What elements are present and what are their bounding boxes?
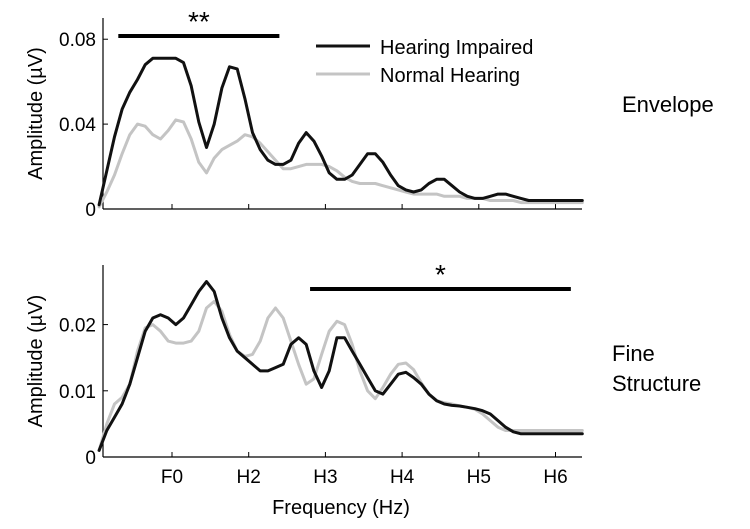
series-line-normal-hearing — [97, 299, 584, 452]
significance-label: ** — [188, 6, 210, 37]
y-axis-label: Amplitude (µV) — [25, 47, 47, 180]
x-tick-label: H6 — [543, 467, 567, 488]
panel-label: Envelope — [622, 92, 714, 117]
y-tick-label: 0.08 — [59, 30, 96, 51]
x-tick-label: H5 — [467, 467, 491, 488]
x-tick-label: H3 — [313, 467, 337, 488]
x-axis-label: Frequency (Hz) — [272, 497, 410, 519]
legend-entry: Hearing Impaired — [380, 37, 533, 59]
panel-label-line: Fine — [612, 341, 655, 366]
x-tick-label: H4 — [390, 467, 415, 488]
series-line-hearing-impaired — [97, 280, 584, 452]
y-tick-label: 0.02 — [59, 316, 96, 337]
y-tick-label: 0 — [85, 448, 96, 469]
y-tick-label: 0.01 — [59, 382, 96, 403]
series-line-normal-hearing — [97, 118, 584, 209]
significance-label: * — [435, 259, 446, 290]
y-axis-label: Amplitude (µV) — [25, 295, 47, 428]
panel-2: 0 0.01 0.02 F0 H2 H3 H4 H5 H6 Amplitude (µV) Frequ… — [25, 259, 701, 519]
y-tick-label: 0 — [85, 200, 96, 221]
x-tick-label: F0 — [161, 467, 183, 488]
series-line-hearing-impaired — [97, 56, 584, 207]
y-tick-label: 0.04 — [59, 115, 96, 136]
legend-entry: Normal Hearing — [380, 65, 520, 87]
panel-1: 0 0.04 0.08 Amplitude (µV) ** Hearing Impaire… — [25, 6, 714, 221]
x-tick-label: H2 — [237, 467, 261, 488]
panel-label-line: Structure — [612, 371, 701, 396]
